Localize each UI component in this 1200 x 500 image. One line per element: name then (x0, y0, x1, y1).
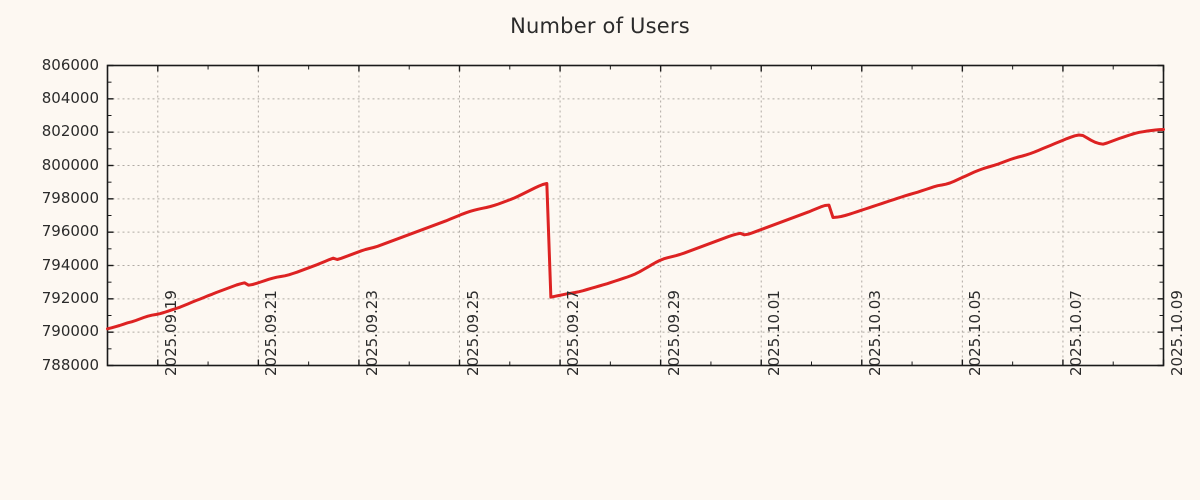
x-tick-label: 2025.09.21 (262, 289, 281, 376)
y-tick-label: 804000 (41, 88, 99, 107)
x-tick-label: 2025.10.09 (1167, 289, 1186, 376)
x-tick-label: 2025.09.19 (161, 289, 180, 376)
y-tick-label: 800000 (41, 155, 99, 174)
x-tick-label: 2025.10.01 (765, 289, 784, 376)
plot-frame (106, 64, 1165, 367)
y-tick-label: 806000 (41, 55, 99, 74)
x-tick-label: 2025.10.05 (966, 289, 985, 376)
y-tick-label: 790000 (41, 322, 99, 341)
y-tick-label: 798000 (41, 188, 99, 207)
x-tick-label: 2025.10.07 (1066, 289, 1085, 376)
data-series-line (106, 128, 1165, 331)
series-line-number-of-users (106, 128, 1165, 331)
y-tick-label: 796000 (41, 222, 99, 241)
y-tick-label: 792000 (41, 288, 99, 307)
x-tick-label: 2025.09.25 (463, 289, 482, 376)
y-tick-label: 794000 (41, 255, 99, 274)
chart-title: Number of Users (510, 14, 690, 38)
x-tick-label: 2025.09.29 (664, 289, 683, 376)
x-tick-label: 2025.10.03 (865, 289, 884, 376)
x-tick-label: 2025.09.23 (362, 289, 381, 376)
x-tick-label: 2025.09.27 (564, 289, 583, 376)
y-tick-label: 788000 (41, 355, 99, 374)
y-tick-label: 802000 (41, 122, 99, 141)
y-axis-tick-labels: 788000 790000 792000 794000 796000 798000 8000… (0, 0, 99, 500)
plot-background (107, 65, 1164, 366)
